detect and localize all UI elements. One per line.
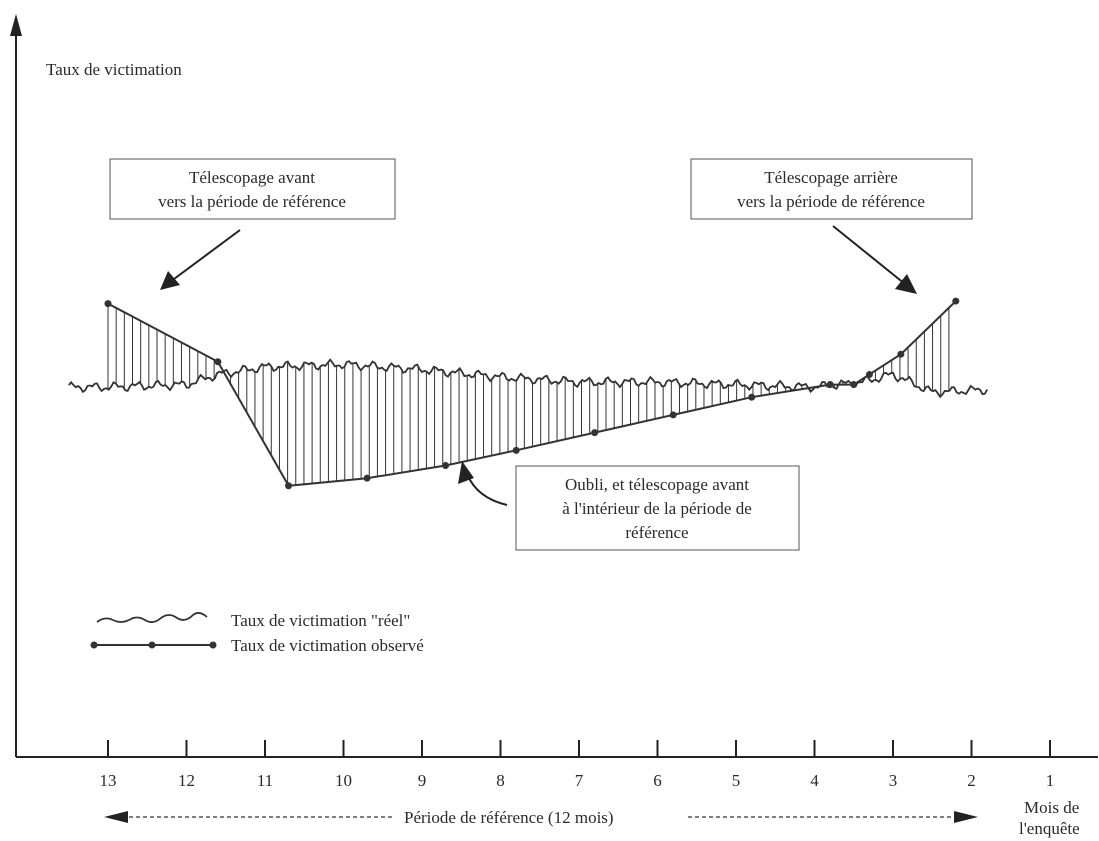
callout-forward-arrowhead (160, 271, 180, 290)
callout-backward-telescoping: Télescopage arrière vers la période de r… (690, 158, 973, 294)
callout-recall-line2: à l'intérieur de la période de (562, 499, 752, 518)
x-axis-label-line2: l'enquête (1019, 819, 1080, 838)
x-tick-label-3: 3 (889, 771, 898, 790)
callout-backward-line2: vers la période de référence (737, 192, 925, 211)
x-tick-label-9: 9 (418, 771, 427, 790)
x-tick-label-2: 2 (967, 771, 976, 790)
real-rate-line (68, 358, 988, 399)
legend: Taux de victimation "réel" Taux de victi… (90, 611, 424, 655)
x-tick-label-5: 5 (732, 771, 741, 790)
x-tick-label-11: 11 (257, 771, 273, 790)
observed-point (104, 300, 112, 308)
legend-observed-label: Taux de victimation observé (231, 636, 424, 655)
x-tick-label-4: 4 (810, 771, 819, 790)
callout-recall-arrowhead (458, 461, 474, 484)
callout-recall: Oubli, et télescopage avant à l'intérieu… (458, 461, 800, 551)
legend-real-label: Taux de victimation "réel" (231, 611, 410, 630)
x-tick-label-10: 10 (335, 771, 352, 790)
observed-point (442, 462, 450, 470)
callout-forward-line1: Télescopage avant (189, 168, 315, 187)
callout-forward-telescoping: Télescopage avant vers la période de réf… (109, 158, 396, 290)
x-tick-label-13: 13 (100, 771, 117, 790)
callout-recall-line1: Oubli, et télescopage avant (565, 475, 749, 494)
x-tick-label-1: 1 (1046, 771, 1055, 790)
reference-period-label: Période de référence (12 mois) (404, 808, 614, 827)
observed-point (512, 446, 520, 454)
observed-point (850, 381, 858, 389)
observed-point (865, 370, 873, 378)
observed-point (897, 350, 905, 358)
observed-point (591, 429, 599, 437)
y-axis-label: Taux de victimation (46, 60, 182, 79)
observed-point (363, 474, 371, 482)
observed-point (826, 381, 834, 389)
reference-period-arrow: Période de référence (12 mois) (104, 808, 978, 827)
legend-observed-swatch (90, 641, 217, 649)
hatched-difference-area (107, 303, 950, 486)
callout-backward-line1: Télescopage arrière (764, 168, 898, 187)
x-axis-ticks: 13 12 11 10 9 8 7 6 5 4 3 2 1 (100, 740, 1055, 790)
callout-forward-line2: vers la période de référence (158, 192, 346, 211)
callout-backward-arrowhead (895, 274, 917, 294)
observed-rate-line (107, 300, 957, 487)
y-axis-arrowhead (10, 14, 22, 36)
observed-rate-points (104, 297, 960, 490)
observed-point (748, 393, 756, 401)
observed-point (952, 297, 960, 305)
observed-point (214, 358, 222, 366)
callout-recall-line3: référence (625, 523, 688, 542)
legend-real-swatch (96, 612, 208, 623)
x-tick-label-8: 8 (496, 771, 505, 790)
x-tick-label-12: 12 (178, 771, 195, 790)
observed-point (669, 411, 677, 419)
observed-point (285, 482, 293, 490)
x-tick-label-6: 6 (653, 771, 662, 790)
x-tick-label-7: 7 (575, 771, 584, 790)
x-axis-label-line1: Mois de (1024, 798, 1079, 817)
